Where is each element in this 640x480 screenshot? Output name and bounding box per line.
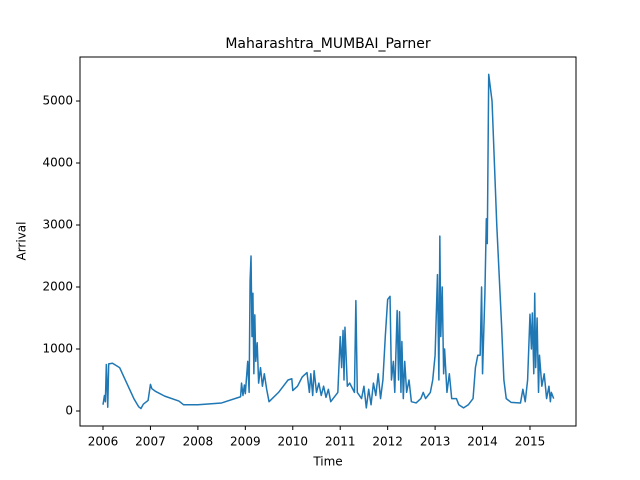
y-tick-label: 3000 — [42, 218, 73, 232]
plot-frame — [79, 56, 577, 427]
y-tick-label: 4000 — [42, 156, 73, 170]
x-axis-label: Time — [312, 455, 342, 469]
y-tick-label: 5000 — [42, 94, 73, 108]
x-tick-label: 2011 — [325, 435, 356, 449]
x-tick-label: 2012 — [372, 435, 403, 449]
chart-title: Maharashtra_MUMBAI_Parner — [225, 36, 431, 52]
x-tick-label: 2015 — [515, 435, 546, 449]
y-tick-label: 1000 — [42, 342, 73, 356]
y-tick-label: 2000 — [42, 280, 73, 294]
x-tick-label: 2009 — [230, 435, 261, 449]
y-axis-label: Arrival — [15, 222, 29, 261]
data-line — [102, 73, 555, 410]
x-tick-label: 2008 — [183, 435, 214, 449]
x-tick-label: 2013 — [420, 435, 451, 449]
x-tick-label: 2014 — [467, 435, 498, 449]
y-tick-label: 0 — [65, 403, 73, 417]
x-tick-label: 2007 — [135, 435, 166, 449]
x-tick-label: 2006 — [88, 435, 119, 449]
x-tick-label: 2010 — [278, 435, 309, 449]
